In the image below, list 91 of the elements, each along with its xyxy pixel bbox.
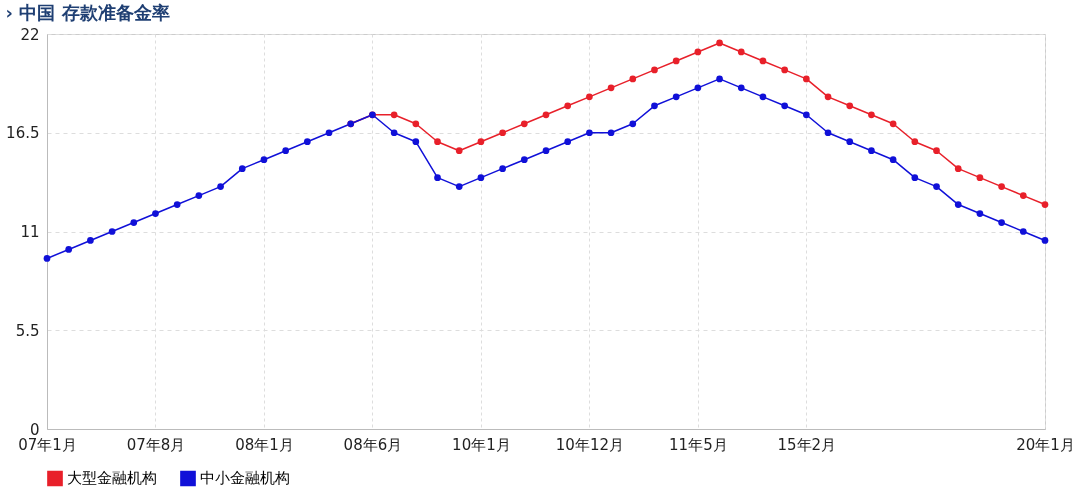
point — [564, 138, 572, 146]
point — [889, 120, 897, 128]
point — [672, 57, 680, 65]
x-tick-label: 10年12月 — [555, 435, 624, 454]
point — [455, 183, 463, 190]
point — [846, 138, 854, 146]
y-tick-label: 11 — [20, 223, 40, 241]
point — [303, 138, 311, 146]
point — [954, 201, 962, 208]
chart-title: › 中国 存款准备金率 — [5, 2, 170, 23]
x-tick-label: 10年1月 — [452, 435, 511, 454]
point — [868, 147, 875, 155]
point — [499, 165, 506, 173]
point — [651, 102, 658, 110]
point — [607, 129, 615, 137]
point — [412, 120, 420, 128]
y-tick-label: 16.5 — [6, 124, 40, 143]
point — [477, 138, 485, 146]
point — [520, 120, 528, 128]
point — [911, 138, 919, 146]
point — [499, 129, 506, 137]
point — [694, 48, 702, 56]
point — [802, 75, 810, 83]
x-tick-label: 08年6月 — [343, 435, 403, 454]
point — [759, 57, 767, 65]
point — [1019, 228, 1027, 235]
x-tick-label: 20年1月 — [1016, 435, 1075, 454]
point — [716, 75, 723, 83]
point — [998, 183, 1005, 190]
point — [455, 147, 463, 155]
point — [1019, 192, 1027, 199]
point — [694, 84, 702, 92]
point — [173, 201, 181, 208]
point — [108, 228, 116, 235]
x-tick-label: 08年1月 — [235, 435, 294, 454]
point — [976, 174, 984, 181]
y-tick-label: 5.5 — [15, 321, 40, 340]
point — [802, 111, 810, 119]
point — [412, 138, 420, 146]
x-tick-label: 07年8月 — [126, 435, 186, 454]
point — [933, 183, 940, 190]
point — [1041, 201, 1049, 208]
point — [130, 219, 138, 226]
legend-label: 中小金融机构 — [200, 469, 290, 488]
x-tick-label: 11年5月 — [669, 435, 728, 454]
point — [477, 174, 485, 181]
point — [238, 165, 246, 173]
y-tick-label: 22 — [20, 25, 40, 44]
point — [976, 210, 984, 217]
point — [542, 111, 550, 119]
point — [933, 147, 940, 155]
point — [390, 111, 398, 119]
point — [716, 39, 723, 47]
point — [325, 129, 333, 137]
point — [434, 138, 441, 146]
point — [87, 237, 94, 244]
point — [651, 66, 658, 74]
point — [542, 147, 550, 155]
point — [1041, 237, 1049, 244]
point — [282, 147, 290, 155]
point — [152, 210, 159, 217]
point — [434, 174, 441, 181]
point — [629, 120, 637, 128]
point — [564, 102, 572, 110]
point — [998, 219, 1005, 226]
x-tick-label: 15年2月 — [777, 435, 837, 454]
point — [65, 246, 73, 253]
point — [781, 102, 789, 110]
point — [195, 192, 203, 199]
point — [43, 255, 51, 262]
point — [586, 129, 593, 137]
point — [737, 84, 745, 92]
point — [260, 156, 268, 164]
point — [629, 75, 637, 83]
point — [607, 84, 615, 92]
point — [911, 174, 919, 181]
point — [390, 129, 398, 137]
point — [759, 93, 767, 101]
point — [954, 165, 962, 173]
point — [868, 111, 875, 119]
point — [586, 93, 593, 101]
point — [737, 48, 745, 56]
point — [846, 102, 854, 110]
point — [824, 129, 832, 137]
point — [672, 93, 680, 101]
legend-label: 大型金融机构 — [67, 469, 157, 488]
point — [520, 156, 528, 164]
point — [217, 183, 224, 190]
point — [781, 66, 789, 74]
point — [824, 93, 832, 101]
point — [889, 156, 897, 164]
